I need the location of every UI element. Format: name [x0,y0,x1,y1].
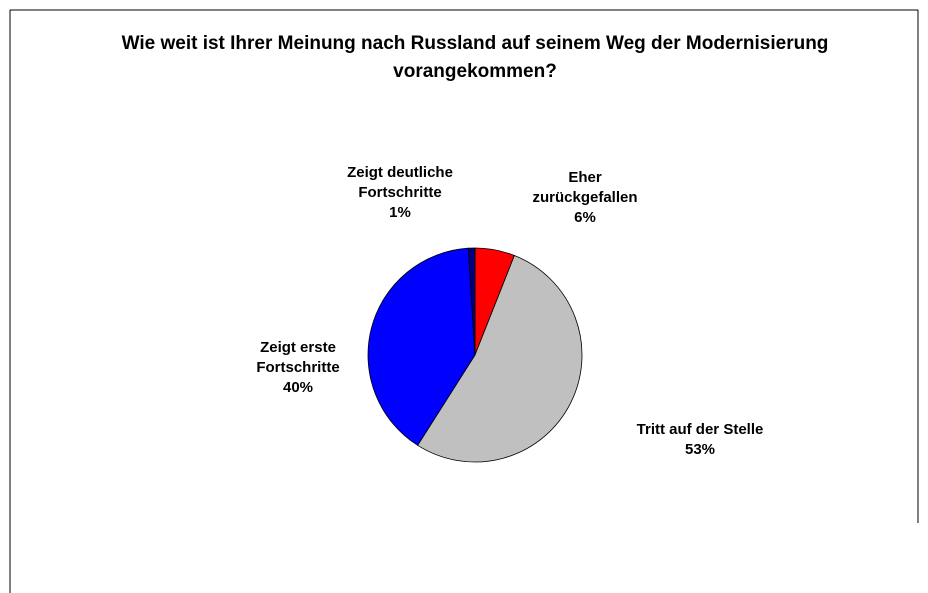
category-label: Zeigt erste Fortschritte [256,339,340,376]
pie-slice [417,254,583,463]
slice-label: Zeigt erste Fortschritte 40% [238,338,358,398]
category-label: Zeigt deutliche Fortschritte [347,164,453,201]
chart-title: Wie weit ist Ihrer Meinung nach Russland… [121,33,829,82]
value-label: 40% [282,379,314,396]
value-label: 6% [574,209,596,226]
category-label: Tritt auf der Stelle [636,421,764,438]
slice-label: Tritt auf der Stelle 53% [590,420,810,460]
slice-label: Zeigt deutliche Fortschritte 1% [325,163,475,223]
pie-slice [467,247,476,356]
value-label: 1% [389,204,411,221]
pie-slice [367,247,476,446]
category-label: Eher zurückgefallen [532,169,638,206]
value-label: 53% [684,441,716,458]
slice-label: Eher zurückgefallen 6% [520,168,650,228]
